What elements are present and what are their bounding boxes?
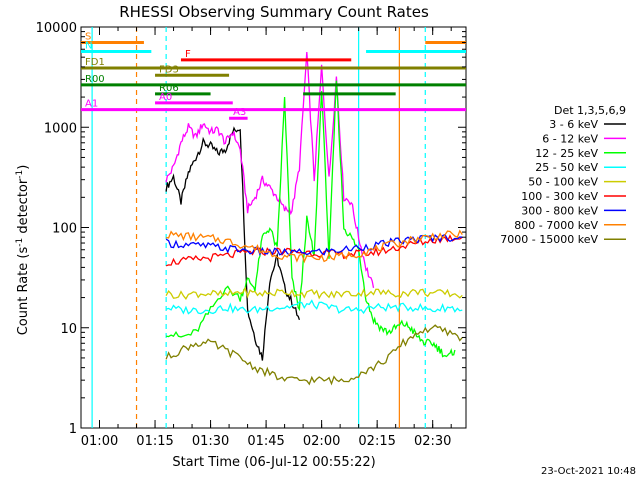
flag-label-a0: A0	[159, 92, 172, 103]
y-tick-label-1: 10	[60, 322, 77, 337]
chart-title: RHESSI Observing Summary Count Rates	[119, 3, 429, 21]
series-line-8	[165, 324, 463, 386]
vertical-lines	[91, 27, 426, 428]
flag-label-r00: R00	[85, 74, 105, 85]
x-tick-label-0: 01:00	[81, 434, 118, 449]
series-line-3	[165, 299, 463, 315]
x-tick-label-3: 01:45	[247, 434, 284, 449]
flag-label-a3: A3	[233, 107, 246, 118]
legend-label-8: 7000 - 15000 keV	[500, 233, 598, 246]
series-line-7	[166, 229, 463, 264]
y-tick-label-4: 10000	[36, 21, 77, 36]
series-line-5	[165, 234, 463, 267]
x-tick-label-1: 01:15	[136, 434, 173, 449]
legend-label-1: 6 - 12 keV	[542, 132, 598, 145]
flag-label-s: S	[85, 32, 91, 43]
x-tick-label-5: 02:15	[358, 434, 395, 449]
plot-area	[80, 26, 467, 429]
plot-frame	[80, 26, 467, 429]
x-tick-label-2: 01:30	[192, 434, 229, 449]
series-line-6	[165, 233, 463, 257]
y-tick-label-0: 1	[69, 422, 77, 437]
legend-title: Det 1,3,5,6,9	[554, 104, 626, 117]
flag-label-fd1: FD1	[85, 57, 105, 68]
legend-label-7: 800 - 7000 keV	[514, 219, 598, 232]
series-line-4	[165, 286, 463, 300]
legend-label-0: 3 - 6 keV	[549, 118, 598, 131]
flag-label-fd3: FD3	[159, 64, 179, 75]
legend-label-3: 25 - 50 keV	[535, 161, 598, 174]
footer-timestamp: 23-Oct-2021 10:48	[541, 466, 636, 477]
x-tick-label-6: 02:30	[414, 434, 451, 449]
series-layer	[165, 52, 463, 386]
y-axis-label: Count Rate (s-1 detector-1)	[15, 165, 31, 336]
legend-label-2: 12 - 25 keV	[535, 147, 598, 160]
flag-label-a1: A1	[85, 99, 98, 110]
legend-label-4: 50 - 100 keV	[528, 176, 598, 189]
flag-label-r06: R06	[159, 83, 179, 94]
axes-layer: 01:00 01:15 01:30 01:45 02:00 02:15 02:30 1 10 10…	[36, 21, 466, 449]
flag-label-f: F	[185, 49, 191, 60]
flag-label-n: N	[85, 40, 92, 51]
legend-label-5: 100 - 300 keV	[521, 190, 598, 203]
y-tick-label-3: 1000	[44, 121, 77, 136]
x-tick-label-4: 02:00	[303, 434, 340, 449]
legend-label-6: 300 - 800 keV	[521, 204, 598, 217]
x-axis-label: Start Time (06-Jul-12 00:55:22)	[172, 455, 375, 470]
y-tick-label-2: 100	[52, 222, 77, 237]
series-line-0	[165, 126, 301, 361]
